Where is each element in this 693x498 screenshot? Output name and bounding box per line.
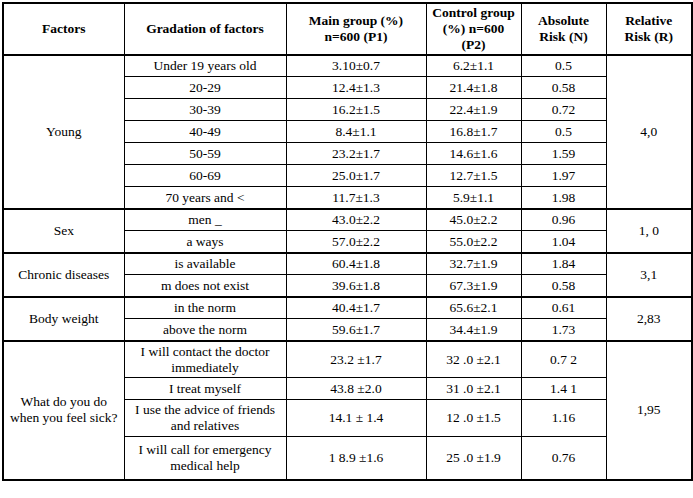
gradation-cell: Under 19 years old — [124, 55, 286, 77]
factor-cell: Sex — [3, 209, 124, 253]
main-group-cell: 59.6±1.7 — [286, 319, 426, 341]
main-group-cell: 39.6±1.8 — [286, 275, 426, 297]
col-header-absolute-risk: Absolute Risk (N) — [521, 3, 606, 55]
control-group-cell: 32 .0 ±2.1 — [426, 341, 521, 378]
absolute-risk-cell: 1.16 — [521, 400, 606, 437]
main-group-cell: 57.0±2.2 — [286, 231, 426, 253]
gradation-cell: 50-59 — [124, 143, 286, 165]
table-row: Young Under 19 years old 3.10±0.7 6.2±1.… — [3, 55, 692, 77]
main-group-cell: 3.10±0.7 — [286, 55, 426, 77]
absolute-risk-cell: 1.59 — [521, 143, 606, 165]
main-group-cell: 11.7±1.3 — [286, 187, 426, 209]
gradation-cell: in the norm — [124, 297, 286, 319]
header-row: Factors Gradation of factors Main group … — [3, 3, 692, 55]
absolute-risk-cell: 0.7 2 — [521, 341, 606, 378]
gradation-cell: I will contact the doctor immediately — [124, 341, 286, 378]
absolute-risk-cell: 0.5 — [521, 55, 606, 77]
factor-cell: Body weight — [3, 297, 124, 341]
control-group-cell: 14.6±1.6 — [426, 143, 521, 165]
gradation-cell: 70 years and < — [124, 187, 286, 209]
control-group-cell: 25 .0 ±1.9 — [426, 437, 521, 480]
absolute-risk-cell: 0.58 — [521, 275, 606, 297]
page: Factors Gradation of factors Main group … — [0, 0, 693, 498]
gradation-cell: 60-69 — [124, 165, 286, 187]
main-group-cell: 25.0±1.7 — [286, 165, 426, 187]
table-row: What do you do when you feel sick? I wil… — [3, 341, 692, 378]
absolute-risk-cell: 0.72 — [521, 99, 606, 121]
gradation-cell: a ways — [124, 231, 286, 253]
absolute-risk-cell: 0.76 — [521, 437, 606, 480]
col-header-gradation: Gradation of factors — [124, 3, 286, 55]
absolute-risk-cell: 1.98 — [521, 187, 606, 209]
main-group-cell: 16.2±1.5 — [286, 99, 426, 121]
col-header-relative-risk: Relative Risk (R) — [606, 3, 692, 55]
control-group-cell: 45.0±2.2 — [426, 209, 521, 231]
main-group-cell: 43.8 ±2.0 — [286, 378, 426, 400]
absolute-risk-cell: 1.04 — [521, 231, 606, 253]
relative-risk-cell: 3,1 — [606, 253, 692, 297]
table-header: Factors Gradation of factors Main group … — [3, 3, 692, 55]
col-header-main-group: Main group (%) n=600 (P1) — [286, 3, 426, 55]
gradation-cell: 40-49 — [124, 121, 286, 143]
relative-risk-cell: 2,83 — [606, 297, 692, 341]
main-group-cell: 60.4±1.8 — [286, 253, 426, 275]
table-body: Young Under 19 years old 3.10±0.7 6.2±1.… — [3, 55, 692, 480]
main-group-cell: 23.2 ±1.7 — [286, 341, 426, 378]
control-group-cell: 22.4±1.9 — [426, 99, 521, 121]
gradation-cell: 20-29 — [124, 77, 286, 99]
control-group-cell: 12.7±1.5 — [426, 165, 521, 187]
control-group-cell: 21.4±1.8 — [426, 77, 521, 99]
main-group-cell: 14.1 ± 1.4 — [286, 400, 426, 437]
control-group-cell: 12 .0 ±1.5 — [426, 400, 521, 437]
gradation-cell: I treat myself — [124, 378, 286, 400]
absolute-risk-cell: 0.61 — [521, 297, 606, 319]
col-header-factors: Factors — [3, 3, 124, 55]
main-group-cell: 23.2±1.7 — [286, 143, 426, 165]
control-group-cell: 31 .0 ±2.1 — [426, 378, 521, 400]
control-group-cell: 6.2±1.1 — [426, 55, 521, 77]
absolute-risk-cell: 0.58 — [521, 77, 606, 99]
relative-risk-cell: 1,95 — [606, 341, 692, 480]
absolute-risk-cell: 1.97 — [521, 165, 606, 187]
control-group-cell: 34.4±1.9 — [426, 319, 521, 341]
gradation-cell: I will call for emergency medical help — [124, 437, 286, 480]
control-group-cell: 55.0±2.2 — [426, 231, 521, 253]
main-group-cell: 12.4±1.3 — [286, 77, 426, 99]
control-group-cell: 67.3±1.9 — [426, 275, 521, 297]
main-group-cell: 1 8.9 ±1.6 — [286, 437, 426, 480]
absolute-risk-cell: 0.5 — [521, 121, 606, 143]
risk-factors-table: Factors Gradation of factors Main group … — [2, 2, 693, 481]
gradation-cell: is available — [124, 253, 286, 275]
absolute-risk-cell: 1.4 1 — [521, 378, 606, 400]
relative-risk-cell: 4,0 — [606, 55, 692, 209]
control-group-cell: 32.7±1.9 — [426, 253, 521, 275]
main-group-cell: 43.0±2.2 — [286, 209, 426, 231]
gradation-cell: men _ — [124, 209, 286, 231]
col-header-control-group: Control group (%) n=600 (P2) — [426, 3, 521, 55]
table-row: Body weight in the norm 40.4±1.7 65.6±2.… — [3, 297, 692, 319]
gradation-cell: I use the advice of friends and relative… — [124, 400, 286, 437]
main-group-cell: 8.4±1.1 — [286, 121, 426, 143]
absolute-risk-cell: 1.73 — [521, 319, 606, 341]
main-group-cell: 40.4±1.7 — [286, 297, 426, 319]
absolute-risk-cell: 1.84 — [521, 253, 606, 275]
factor-cell: What do you do when you feel sick? — [3, 341, 124, 480]
absolute-risk-cell: 0.96 — [521, 209, 606, 231]
gradation-cell: 30-39 — [124, 99, 286, 121]
control-group-cell: 65.6±2.1 — [426, 297, 521, 319]
table-row: Sex men _ 43.0±2.2 45.0±2.2 0.96 1, 0 — [3, 209, 692, 231]
table-row: Chronic diseases is available 60.4±1.8 3… — [3, 253, 692, 275]
factor-cell: Young — [3, 55, 124, 209]
gradation-cell: m does not exist — [124, 275, 286, 297]
control-group-cell: 5.9±1.1 — [426, 187, 521, 209]
relative-risk-cell: 1, 0 — [606, 209, 692, 253]
factor-cell: Chronic diseases — [3, 253, 124, 297]
control-group-cell: 16.8±1.7 — [426, 121, 521, 143]
gradation-cell: above the norm — [124, 319, 286, 341]
